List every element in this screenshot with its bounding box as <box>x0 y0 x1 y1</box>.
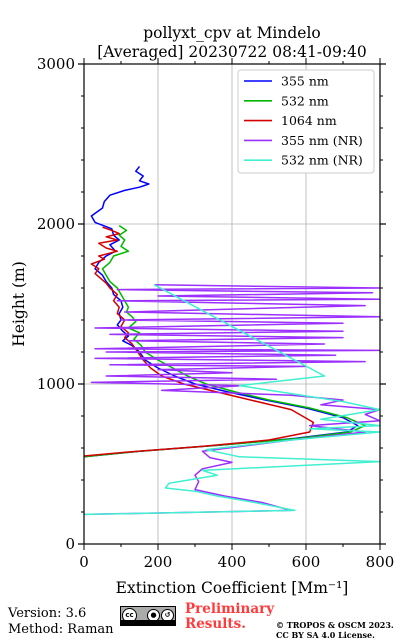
series-line-532-nm <box>84 224 366 458</box>
license-bar <box>121 620 175 625</box>
copyright-notice: © TROPOS & OSCM 2023. CC BY SA 4.0 Licen… <box>276 620 394 640</box>
version-text: Version: 3.6 <box>8 606 87 621</box>
series-line-532-nm-nr <box>84 284 380 516</box>
sa-icon: ↺ <box>161 609 174 622</box>
x-tick-label: 0 <box>79 553 89 571</box>
legend-label-1064-nm: 1064 nm <box>281 113 337 128</box>
legend-box <box>237 69 375 174</box>
preliminary-line2: Results. <box>185 616 246 632</box>
legend: 355 nm 532 nm 1064 nm 355 nm (NR) 532 nm (NR… <box>237 69 375 174</box>
series-lines <box>84 165 380 516</box>
x-axis-label: Extinction Coefficient [Mm⁻¹] <box>116 579 349 597</box>
copyright-line1: © TROPOS & OSCM 2023. <box>276 620 394 630</box>
x-tick-label: 200 <box>144 553 173 571</box>
cc-license-badge: cc ● ↺ <box>120 606 176 626</box>
y-axis-label: Height (m) <box>10 261 28 347</box>
chart-title-line1: pollyxt_cpv at Mindelo <box>143 24 321 42</box>
x-tick-label: 400 <box>218 553 247 571</box>
y-tick-label: 2000 <box>37 215 75 233</box>
preliminary-notice: Preliminary Results. <box>185 602 274 632</box>
method-text: Method: Raman <box>8 622 114 637</box>
series-line-355-nm-nr <box>84 284 380 516</box>
preliminary-line1: Preliminary <box>185 601 275 617</box>
y-tick-label: 1000 <box>37 375 75 393</box>
x-tick-label: 600 <box>292 553 321 571</box>
x-tick-label: 800 <box>366 553 395 571</box>
y-tick-label: 3000 <box>37 55 75 73</box>
copyright-line2: CC BY SA 4.0 License. <box>276 630 375 640</box>
chart-title-line2: [Averaged] 20230722 08:41-09:40 <box>97 43 367 61</box>
y-tick-label: 0 <box>65 535 75 553</box>
legend-label-355-nm-nr: 355 nm (NR) <box>281 133 363 148</box>
legend-label-355-nm: 355 nm <box>281 74 329 89</box>
axis-ticks: 0 200 400 600 800 0 1000 2000 3000 <box>37 55 395 571</box>
legend-label-532-nm: 532 nm <box>281 93 329 108</box>
legend-label-532-nm-nr: 532 nm (NR) <box>281 153 363 168</box>
series-line-1064-nm <box>84 226 315 457</box>
